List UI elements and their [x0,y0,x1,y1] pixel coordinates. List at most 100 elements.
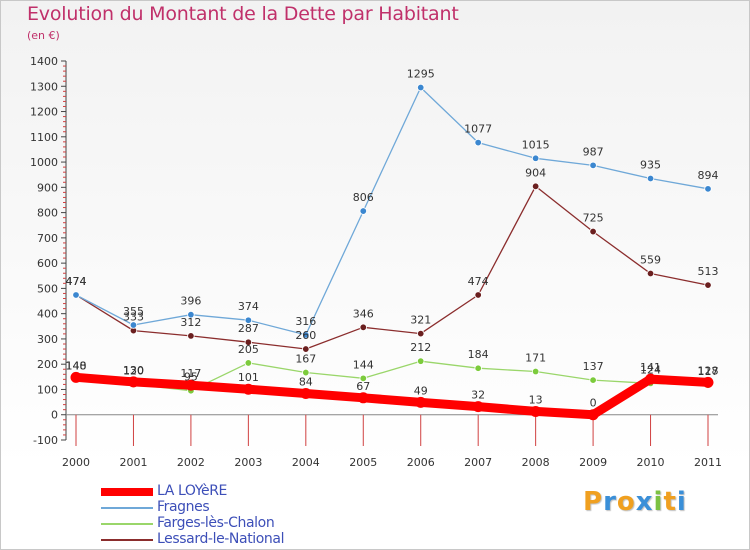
data-label-farges-les-chalon: 205 [238,343,259,356]
y-tick-label: 1000 [30,156,58,169]
data-label-fragnes: 374 [238,300,259,313]
data-label-fragnes: 894 [698,169,719,182]
y-tick-label: -100 [33,434,58,447]
logo-letter: o [616,487,636,517]
data-label-farges-les-chalon: 167 [295,353,316,366]
data-label-farges-les-chalon: 140 [66,359,87,372]
data-point-fragnes [646,174,655,183]
data-label-farges-les-chalon: 137 [583,360,604,373]
data-point-lessard-le-national [244,338,253,346]
y-tick-label: 500 [37,282,58,295]
data-label-fragnes: 987 [583,145,604,158]
data-point-la-loyere [530,405,542,417]
legend-swatch-fragnes [101,507,153,509]
data-point-fragnes [474,138,482,147]
data-label-la-loyere: 128 [698,364,719,377]
data-label-farges-les-chalon: 120 [123,364,144,377]
data-label-la-loyere: 67 [356,380,370,393]
y-tick-label: 400 [37,308,58,321]
proxiti-logo: Proxiti [583,487,687,517]
data-label-farges-les-chalon: 184 [468,348,489,361]
x-tick-label: 2010 [637,456,665,469]
data-label-la-loyere: 84 [299,376,313,389]
data-point-farges-les-chalon [589,376,597,384]
data-label-la-loyere: 130 [123,364,144,377]
data-point-fragnes [129,321,138,329]
data-label-lessard-le-national: 321 [410,314,431,327]
data-point-la-loyere [702,376,714,388]
data-point-la-loyere [300,388,312,400]
data-label-la-loyere: 13 [529,393,543,406]
chart-title: Evolution du Montant de la Dette par Hab… [27,3,459,25]
data-label-la-loyere: 49 [414,384,428,397]
data-point-la-loyere [242,383,254,395]
data-point-la-loyere [127,376,139,388]
y-tick-label: 1300 [30,80,58,93]
data-label-la-loyere: 101 [238,371,259,384]
data-label-la-loyere: 117 [180,367,201,380]
x-tick-label: 2004 [292,456,320,469]
data-label-lessard-le-national: 474 [66,275,87,288]
data-point-farges-les-chalon [302,368,310,377]
data-point-lessard-le-national [704,281,712,289]
x-tick-label: 2002 [177,456,205,469]
data-label-fragnes: 396 [180,295,201,308]
legend-label-fragnes: Fragnes [157,499,210,515]
data-label-fragnes: 1015 [522,138,550,151]
x-tick-label: 2011 [694,456,722,469]
y-tick-label: 1100 [30,131,58,144]
data-point-lessard-le-national [531,182,540,191]
data-label-lessard-le-national: 513 [698,265,719,278]
legend-swatch-la-loyere [101,488,153,496]
chart-series [70,83,714,421]
x-tick-label: 2005 [349,456,377,469]
series-line-la-loyere [71,372,713,420]
data-point-farges-les-chalon [417,357,425,365]
data-point-fragnes [704,185,712,193]
y-tick-label: 300 [37,333,58,346]
data-point-la-loyere [357,392,369,404]
data-point-fragnes [244,316,253,324]
data-label-la-loyere: 32 [471,389,485,402]
y-tick-label: 1400 [30,55,58,68]
legend-item-lessard-le-national: Lessard-le-National [101,531,401,548]
logo-letter: P [583,487,604,517]
data-point-fragnes [531,154,540,162]
legend-swatch-lessard-le-national [101,539,153,541]
data-point-lessard-le-national [359,323,367,332]
data-point-farges-les-chalon [531,367,540,376]
data-point-fragnes [589,161,597,170]
legend-label-la-loyere: LA LOYèRE [157,483,227,499]
series-line-fragnes [75,86,709,336]
x-tick-label: 2006 [407,456,435,469]
data-point-la-loyere [415,396,427,408]
data-point-farges-les-chalon [359,374,367,383]
data-label-lessard-le-national: 312 [180,316,201,329]
legend-label-farges-les-chalon: Farges-lès-Chalon [157,515,275,531]
y-tick-label: 1200 [30,106,58,119]
data-label-fragnes: 316 [295,315,316,328]
legend-item-la-loyere: LA LOYèRE [101,483,401,500]
legend-swatch-farges-les-chalon [101,523,153,525]
data-label-fragnes: 935 [640,158,661,171]
y-tick-label: 600 [37,257,58,270]
y-tick-label: 100 [37,383,58,396]
data-label-la-loyere: 148 [66,359,87,372]
y-tick-label: 0 [51,409,58,422]
logo-letter: i [676,487,687,517]
data-point-fragnes [187,310,195,319]
data-label-fragnes: 1295 [407,68,435,81]
y-tick-label: 200 [37,358,58,371]
legend-label-lessard-le-national: Lessard-le-National [157,531,285,547]
data-point-la-loyere [645,373,657,385]
y-tick-label: 900 [37,181,58,194]
data-label-lessard-le-national: 346 [353,307,374,320]
x-tick-label: 2007 [464,456,492,469]
data-label-la-loyere: 141 [640,361,661,374]
data-label-lessard-le-national: 287 [238,322,259,335]
logo-letter: r [603,487,617,517]
data-point-fragnes [72,291,80,299]
x-tick-label: 2009 [579,456,607,469]
